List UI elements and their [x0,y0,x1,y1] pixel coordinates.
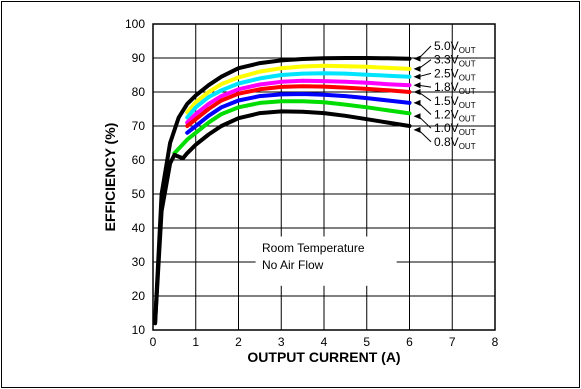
y-tick-label-0: 10 [132,323,146,337]
series-labels: 5.0VOUT3.3VOUT2.5VOUT1.8VOUT1.5VOUT1.2VO… [413,39,476,151]
annotation-background [255,236,397,286]
series-label-5: 1.2VOUT [434,108,476,124]
series-line-7 [153,109,412,326]
x-axis-title: OUTPUT CURRENT (A) [247,349,400,365]
series-leader-2 [418,72,432,78]
series-arrow-4 [413,89,421,95]
x-tick-label-4: 4 [321,335,328,349]
series-label-3: 1.8VOUT [434,80,476,96]
y-tick-label-2: 30 [132,255,146,269]
x-tick-label-2: 2 [235,335,242,349]
series-arrow-2 [413,73,421,80]
series-line-2 [185,71,412,120]
y-tick-label-9: 100 [125,17,145,31]
series-arrow-1 [413,65,421,72]
y-tick-label-6: 70 [132,119,146,133]
series-leader-1 [418,59,432,70]
y-tick-labels: 10 20 30 40 50 60 70 80 90 100 [125,17,145,337]
series-arrow-7 [413,126,421,133]
y-axis-title: EFFICIENCY (%) [102,123,118,232]
series-label-4: 1.5VOUT [434,94,476,110]
series-leader-4 [418,91,432,102]
x-tick-label-3: 3 [278,335,285,349]
series-line-4 [185,84,412,128]
series-arrow-5 [413,99,421,106]
series-arrow-3 [413,82,421,89]
series-leader-5 [418,102,432,115]
x-tick-label-7: 7 [449,335,456,349]
series-label-1: 3.3VOUT [434,53,476,69]
series-leader-6 [418,115,432,129]
y-tick-label-7: 80 [132,85,146,99]
annotation-box: Room Temperature No Air Flow [255,236,397,286]
series-line-3 [185,78,412,125]
annotation-room-temperature: Room Temperature [262,241,365,255]
x-tick-label-5: 5 [363,335,370,349]
y-tick-label-1: 20 [132,289,146,303]
y-tick-label-3: 40 [132,221,146,235]
x-tick-label-8: 8 [492,335,499,349]
series-line-1 [185,63,412,115]
y-tick-label-8: 90 [132,51,146,65]
x-tick-label-6: 6 [406,335,413,349]
series-lines [153,56,412,326]
x-tick-label-1: 1 [192,335,199,349]
series-label-0: 5.0VOUT [434,39,476,55]
series-leader-3 [418,84,432,88]
x-tick-labels: 0 1 2 3 4 5 6 7 8 [150,335,499,349]
series-label-6: 1.0VOUT [434,121,476,137]
series-line-6 [172,99,412,156]
y-tick-label-4: 50 [132,187,146,201]
series-arrow-6 [413,113,421,120]
series-arrow-0 [413,55,421,62]
series-line-0 [153,56,412,326]
y-tick-label-5: 60 [132,153,146,167]
series-label-7: 0.8VOUT [434,135,476,151]
series-leader-7 [418,129,432,143]
series-leader-0 [418,45,432,60]
annotation-no-air-flow: No Air Flow [262,258,324,272]
plot-border [152,23,496,331]
x-tick-label-0: 0 [150,335,157,349]
series-line-5 [185,92,412,135]
series-label-2: 2.5VOUT [434,66,476,82]
